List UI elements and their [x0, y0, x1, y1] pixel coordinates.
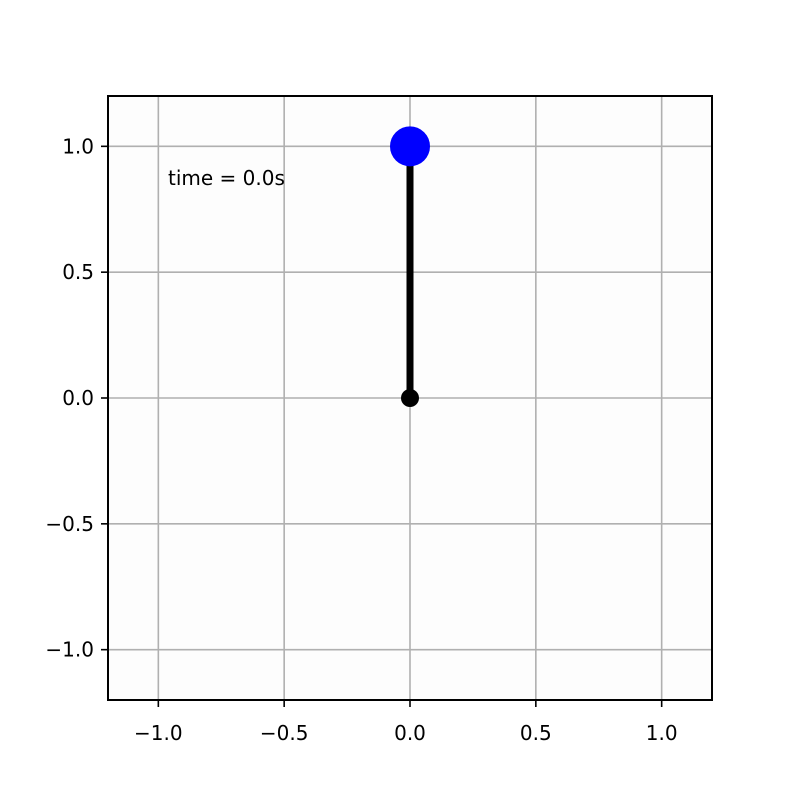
pendulum-bob [390, 126, 430, 167]
x-tick-label: 0.0 [394, 721, 426, 745]
y-tick-label: −1.0 [45, 638, 94, 662]
y-tick-label: −0.5 [45, 512, 94, 536]
pivot-marker [401, 389, 419, 407]
y-tick-label: 0.5 [62, 260, 94, 284]
time-annotation: time = 0.0s [168, 166, 285, 190]
plot-area [390, 126, 430, 407]
x-tick-label: −1.0 [134, 721, 183, 745]
y-tick-label: 1.0 [62, 134, 94, 158]
y-tick-label: 0.0 [62, 386, 94, 410]
x-tick-label: 1.0 [646, 721, 678, 745]
x-tick-label: 0.5 [520, 721, 552, 745]
x-tick-label: −0.5 [260, 721, 309, 745]
axis-ticks: −1.0 −0.5 0.0 0.5 1.0 −1.0 −0.5 0.0 0.5 1.0 [45, 134, 677, 745]
